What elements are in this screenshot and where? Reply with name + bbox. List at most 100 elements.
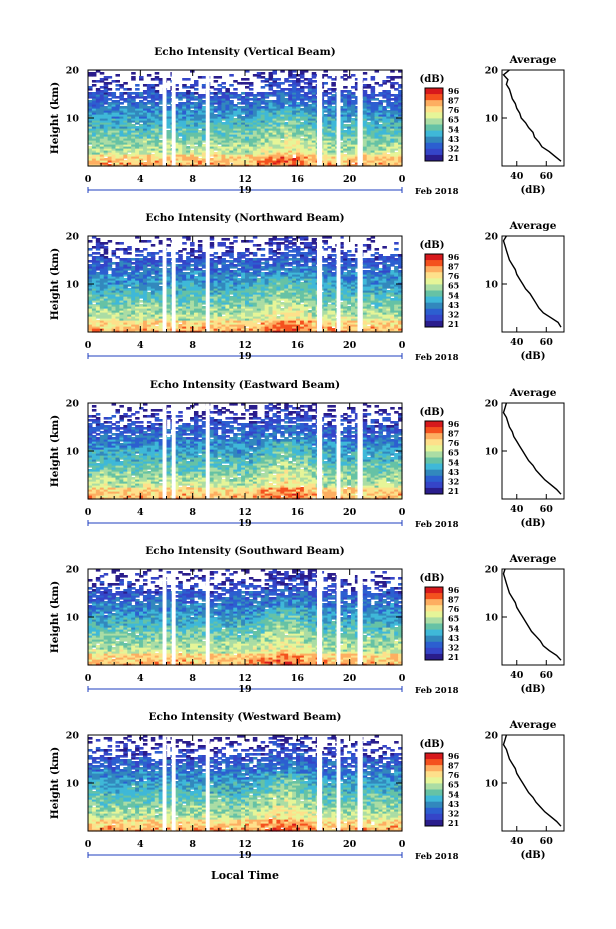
heatmap-cell [190, 128, 195, 131]
heatmap-cell [378, 120, 383, 123]
heatmap-cell [248, 156, 254, 159]
heatmap-cell [197, 330, 203, 333]
heatmap-cell [303, 310, 309, 313]
heatmap-cell [150, 108, 156, 111]
heatmap-cell [99, 108, 105, 111]
heatmap-cell [221, 320, 226, 323]
heatmap-cell [394, 138, 399, 141]
heatmap-cell [303, 120, 309, 123]
heatmap-cell [178, 330, 183, 333]
heatmap-cell [182, 316, 187, 319]
heatmap-cell [264, 162, 270, 165]
heatmap-cell [272, 290, 277, 293]
heatmap-cell [276, 140, 281, 143]
heatmap-cell [95, 148, 101, 151]
heatmap-cell [142, 118, 148, 121]
heatmap-cell [217, 118, 223, 121]
heatmap-cell [91, 292, 97, 295]
heatmap-cell [323, 110, 329, 113]
heatmap-cell [103, 320, 109, 323]
heatmap-cell [154, 110, 160, 113]
heatmap-cell [154, 94, 160, 97]
heatmap-cell [288, 330, 293, 333]
heatmap-cell [95, 146, 101, 149]
heatmap-cell [248, 294, 254, 297]
heatmap-cell [119, 130, 124, 133]
heatmap-cell [88, 164, 93, 167]
heatmap-cell [193, 302, 199, 305]
heatmap-cell [190, 132, 195, 135]
heatmap-cell [166, 294, 172, 297]
heatmap-cell [91, 110, 97, 113]
heatmap-cell [182, 128, 187, 131]
heatmap-cell [398, 154, 403, 157]
heatmap-cell [217, 100, 223, 103]
heatmap-cell [99, 144, 105, 147]
heatmap-cell [150, 86, 156, 89]
heatmap-cell [296, 122, 301, 125]
heatmap-cell [166, 134, 172, 137]
heatmap-cell [91, 296, 97, 299]
heatmap-cell [139, 142, 144, 145]
heatmap-cell [135, 106, 140, 109]
heatmap-cell [150, 314, 156, 317]
heatmap-cell [119, 164, 124, 167]
heatmap-cell [186, 124, 191, 127]
heatmap-cell [213, 122, 219, 125]
heatmap-cell [88, 308, 93, 311]
heatmap-cell [350, 156, 356, 159]
heatmap-cell [272, 298, 277, 301]
heatmap-cell [350, 94, 356, 97]
heatmap-cell [146, 114, 152, 117]
heatmap-cell [201, 302, 207, 305]
heatmap-cell [386, 114, 391, 117]
heatmap-cell [158, 318, 164, 321]
heatmap-cell [225, 314, 230, 317]
heatmap-cell [158, 306, 164, 309]
heatmap-cell [252, 292, 258, 295]
heatmap-cell [213, 154, 219, 157]
heatmap-cell [229, 108, 234, 111]
heatmap-cell [354, 150, 360, 153]
heatmap-cell [166, 124, 172, 127]
heatmap-cell [366, 114, 372, 117]
heatmap-cell [158, 312, 164, 315]
heatmap-cell [237, 160, 242, 163]
heatmap-cell [272, 314, 277, 317]
heatmap-cell [241, 296, 246, 299]
heatmap-cell [292, 286, 297, 289]
heatmap-cell [182, 124, 187, 127]
heatmap-cell [256, 150, 262, 153]
heatmap-cell [327, 88, 332, 91]
heatmap-cell [99, 146, 105, 149]
heatmap-cell [233, 324, 238, 327]
heatmap-cell [150, 132, 156, 135]
heatmap-cell [339, 132, 344, 135]
heatmap-cell [193, 112, 199, 115]
heatmap-cell [119, 120, 124, 123]
heatmap-cell [111, 120, 117, 123]
heatmap-cell [327, 106, 332, 109]
heatmap-cell [139, 126, 144, 129]
heatmap-cell [327, 120, 332, 123]
heatmap-cell [237, 82, 242, 85]
heatmap-cell [225, 114, 230, 117]
heatmap-cell [158, 302, 164, 305]
heatmap-cell [154, 134, 160, 137]
heatmap-cell [264, 320, 270, 323]
heatmap-cell [339, 328, 344, 331]
heatmap-cell [264, 118, 270, 121]
heatmap-cell [311, 112, 317, 115]
heatmap-cell [268, 94, 274, 97]
heatmap-cell [343, 90, 348, 93]
heatmap-cell [237, 94, 242, 97]
heatmap-cell [374, 108, 380, 111]
heatmap-cell [268, 300, 274, 303]
heatmap-cell [229, 302, 234, 305]
heatmap-cell [284, 94, 289, 97]
heatmap-cell [107, 330, 113, 333]
heatmap-cell [394, 292, 399, 295]
heatmap-cell [95, 70, 101, 73]
heatmap-cell [123, 310, 128, 313]
heatmap-cell [209, 136, 215, 139]
